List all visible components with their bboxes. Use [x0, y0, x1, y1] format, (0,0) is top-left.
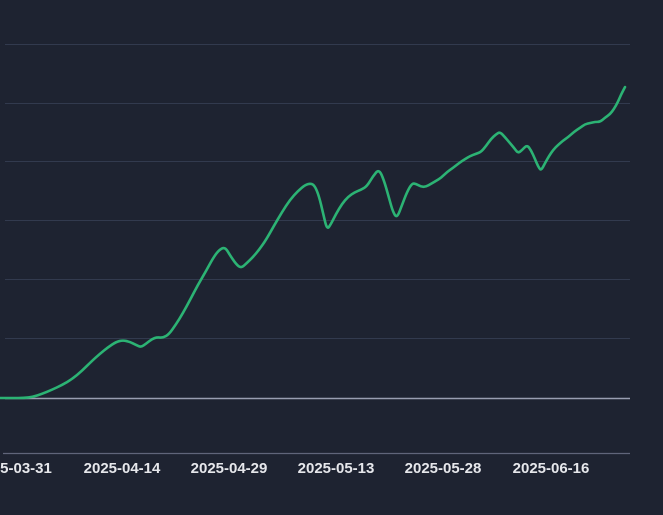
equity-curve-line: [0, 85, 627, 400]
gridlines-group: [3, 44, 630, 455]
